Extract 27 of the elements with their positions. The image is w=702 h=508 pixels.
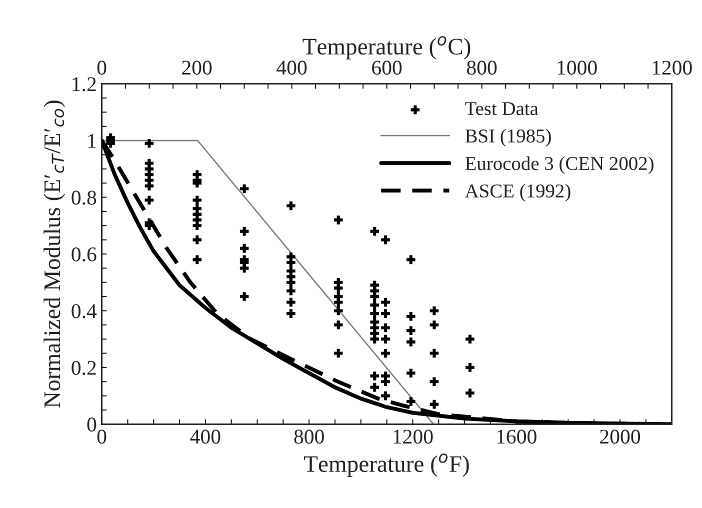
- y-tick-label: 0.8: [72, 190, 96, 205]
- y-tick-label: 0.6: [72, 247, 96, 262]
- y-axis-title: Normalized Modulus (E′$_{cT}$/E′$_{co}$): [44, 100, 66, 408]
- x-tick-label: 800: [294, 430, 324, 444]
- x-tick-label: 1600: [497, 430, 536, 444]
- y-tick-label: 0.4: [72, 304, 97, 318]
- x2-tick-label: 1200: [652, 60, 692, 75]
- x2-tick-label: 200: [182, 60, 212, 75]
- y-tick-label: 0: [87, 418, 96, 432]
- x-tick-label: 0: [97, 430, 106, 444]
- x2-axis-title: Temperature ($^{o}$C): [302, 36, 470, 60]
- x-tick-label: 2000: [600, 430, 640, 444]
- x-tick-label: 400: [190, 430, 220, 444]
- x2-tick-label: 600: [372, 60, 402, 75]
- x-axis-title: Temperature ($^{o}$F): [304, 453, 469, 477]
- legend-label: ASCE (1992): [464, 184, 570, 202]
- x2-tick-label: 400: [276, 60, 307, 75]
- legend-label: Test Data: [465, 102, 538, 116]
- x2-tick-label: 800: [466, 60, 497, 75]
- legend-label: BSI (1985): [465, 128, 551, 147]
- y-tick-label: 1: [88, 134, 96, 148]
- y-tick-label: 1.2: [72, 77, 96, 92]
- y-tick-label: 0.2: [72, 360, 96, 375]
- x2-tick-label: 0: [97, 60, 106, 75]
- legend-label: Eurocode 3 (CEN 2002): [465, 156, 654, 174]
- x-tick-label: 1200: [394, 430, 433, 444]
- x2-tick-label: 1000: [558, 60, 597, 75]
